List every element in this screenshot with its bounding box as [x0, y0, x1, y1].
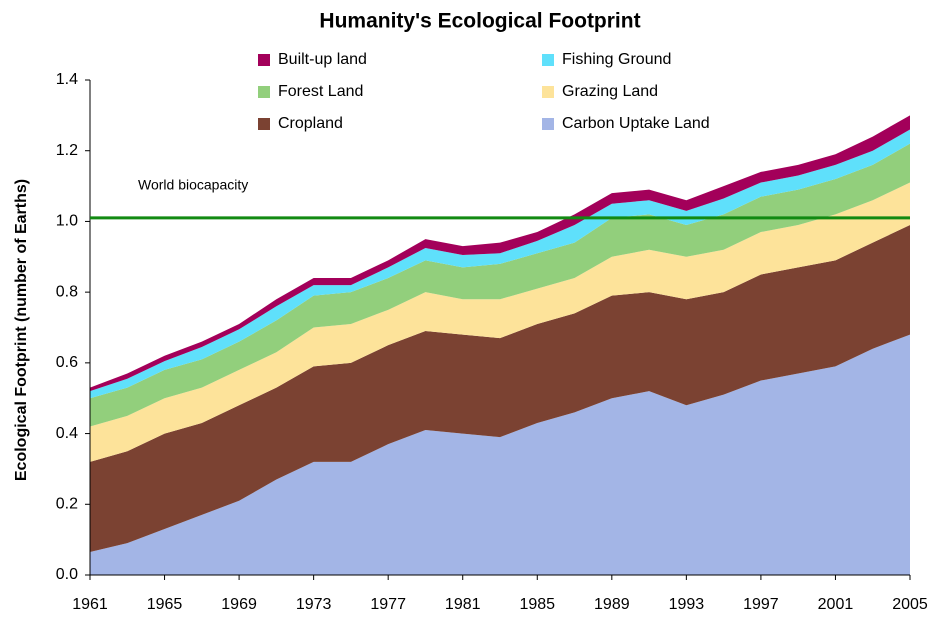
- legend-swatch: [258, 118, 270, 130]
- x-tick-label: 2001: [818, 596, 854, 613]
- legend-swatch: [258, 86, 270, 98]
- x-tick-label: 1961: [72, 596, 108, 613]
- x-tick-label: 1985: [519, 596, 555, 613]
- y-tick-label: 1.2: [56, 142, 78, 159]
- legend-label: Built-up land: [278, 51, 367, 68]
- legend-swatch: [542, 86, 554, 98]
- x-tick-label: 1997: [743, 596, 779, 613]
- x-tick-label: 1993: [669, 596, 705, 613]
- x-tick-label: 1981: [445, 596, 481, 613]
- x-tick-label: 1989: [594, 596, 630, 613]
- area: [90, 115, 910, 392]
- legend-swatch: [542, 54, 554, 66]
- area: [90, 224, 910, 553]
- y-tick-label: 0.2: [56, 496, 78, 513]
- chart-title: Humanity's Ecological Footprint: [319, 10, 640, 33]
- area: [90, 182, 910, 462]
- legend-label: Forest Land: [278, 83, 363, 100]
- y-tick-label: 0.4: [56, 425, 78, 442]
- y-tick-label: 1.4: [56, 71, 78, 88]
- y-axis-label: Ecological Footprint (number of Earths): [13, 179, 30, 481]
- legend-label: Fishing Ground: [562, 51, 671, 68]
- area: [90, 143, 910, 427]
- x-tick-label: 1973: [296, 596, 332, 613]
- legend-label: Carbon Uptake Land: [562, 115, 710, 132]
- area: [90, 334, 910, 575]
- y-tick-label: 0.8: [56, 283, 78, 300]
- x-tick-label: 1965: [147, 596, 183, 613]
- legend-swatch: [542, 118, 554, 130]
- y-tick-label: 0.6: [56, 354, 78, 371]
- area: [90, 129, 910, 399]
- legend-label: Grazing Land: [562, 83, 658, 100]
- x-tick-label: 1977: [370, 596, 406, 613]
- y-tick-label: 1.0: [56, 213, 78, 230]
- legend-swatch: [258, 54, 270, 66]
- legend-label: Cropland: [278, 115, 343, 132]
- x-tick-label: 1969: [221, 596, 257, 613]
- reference-label: World biocapacity: [138, 177, 248, 193]
- x-tick-label: 2005: [892, 596, 928, 613]
- y-tick-label: 0.0: [56, 566, 78, 583]
